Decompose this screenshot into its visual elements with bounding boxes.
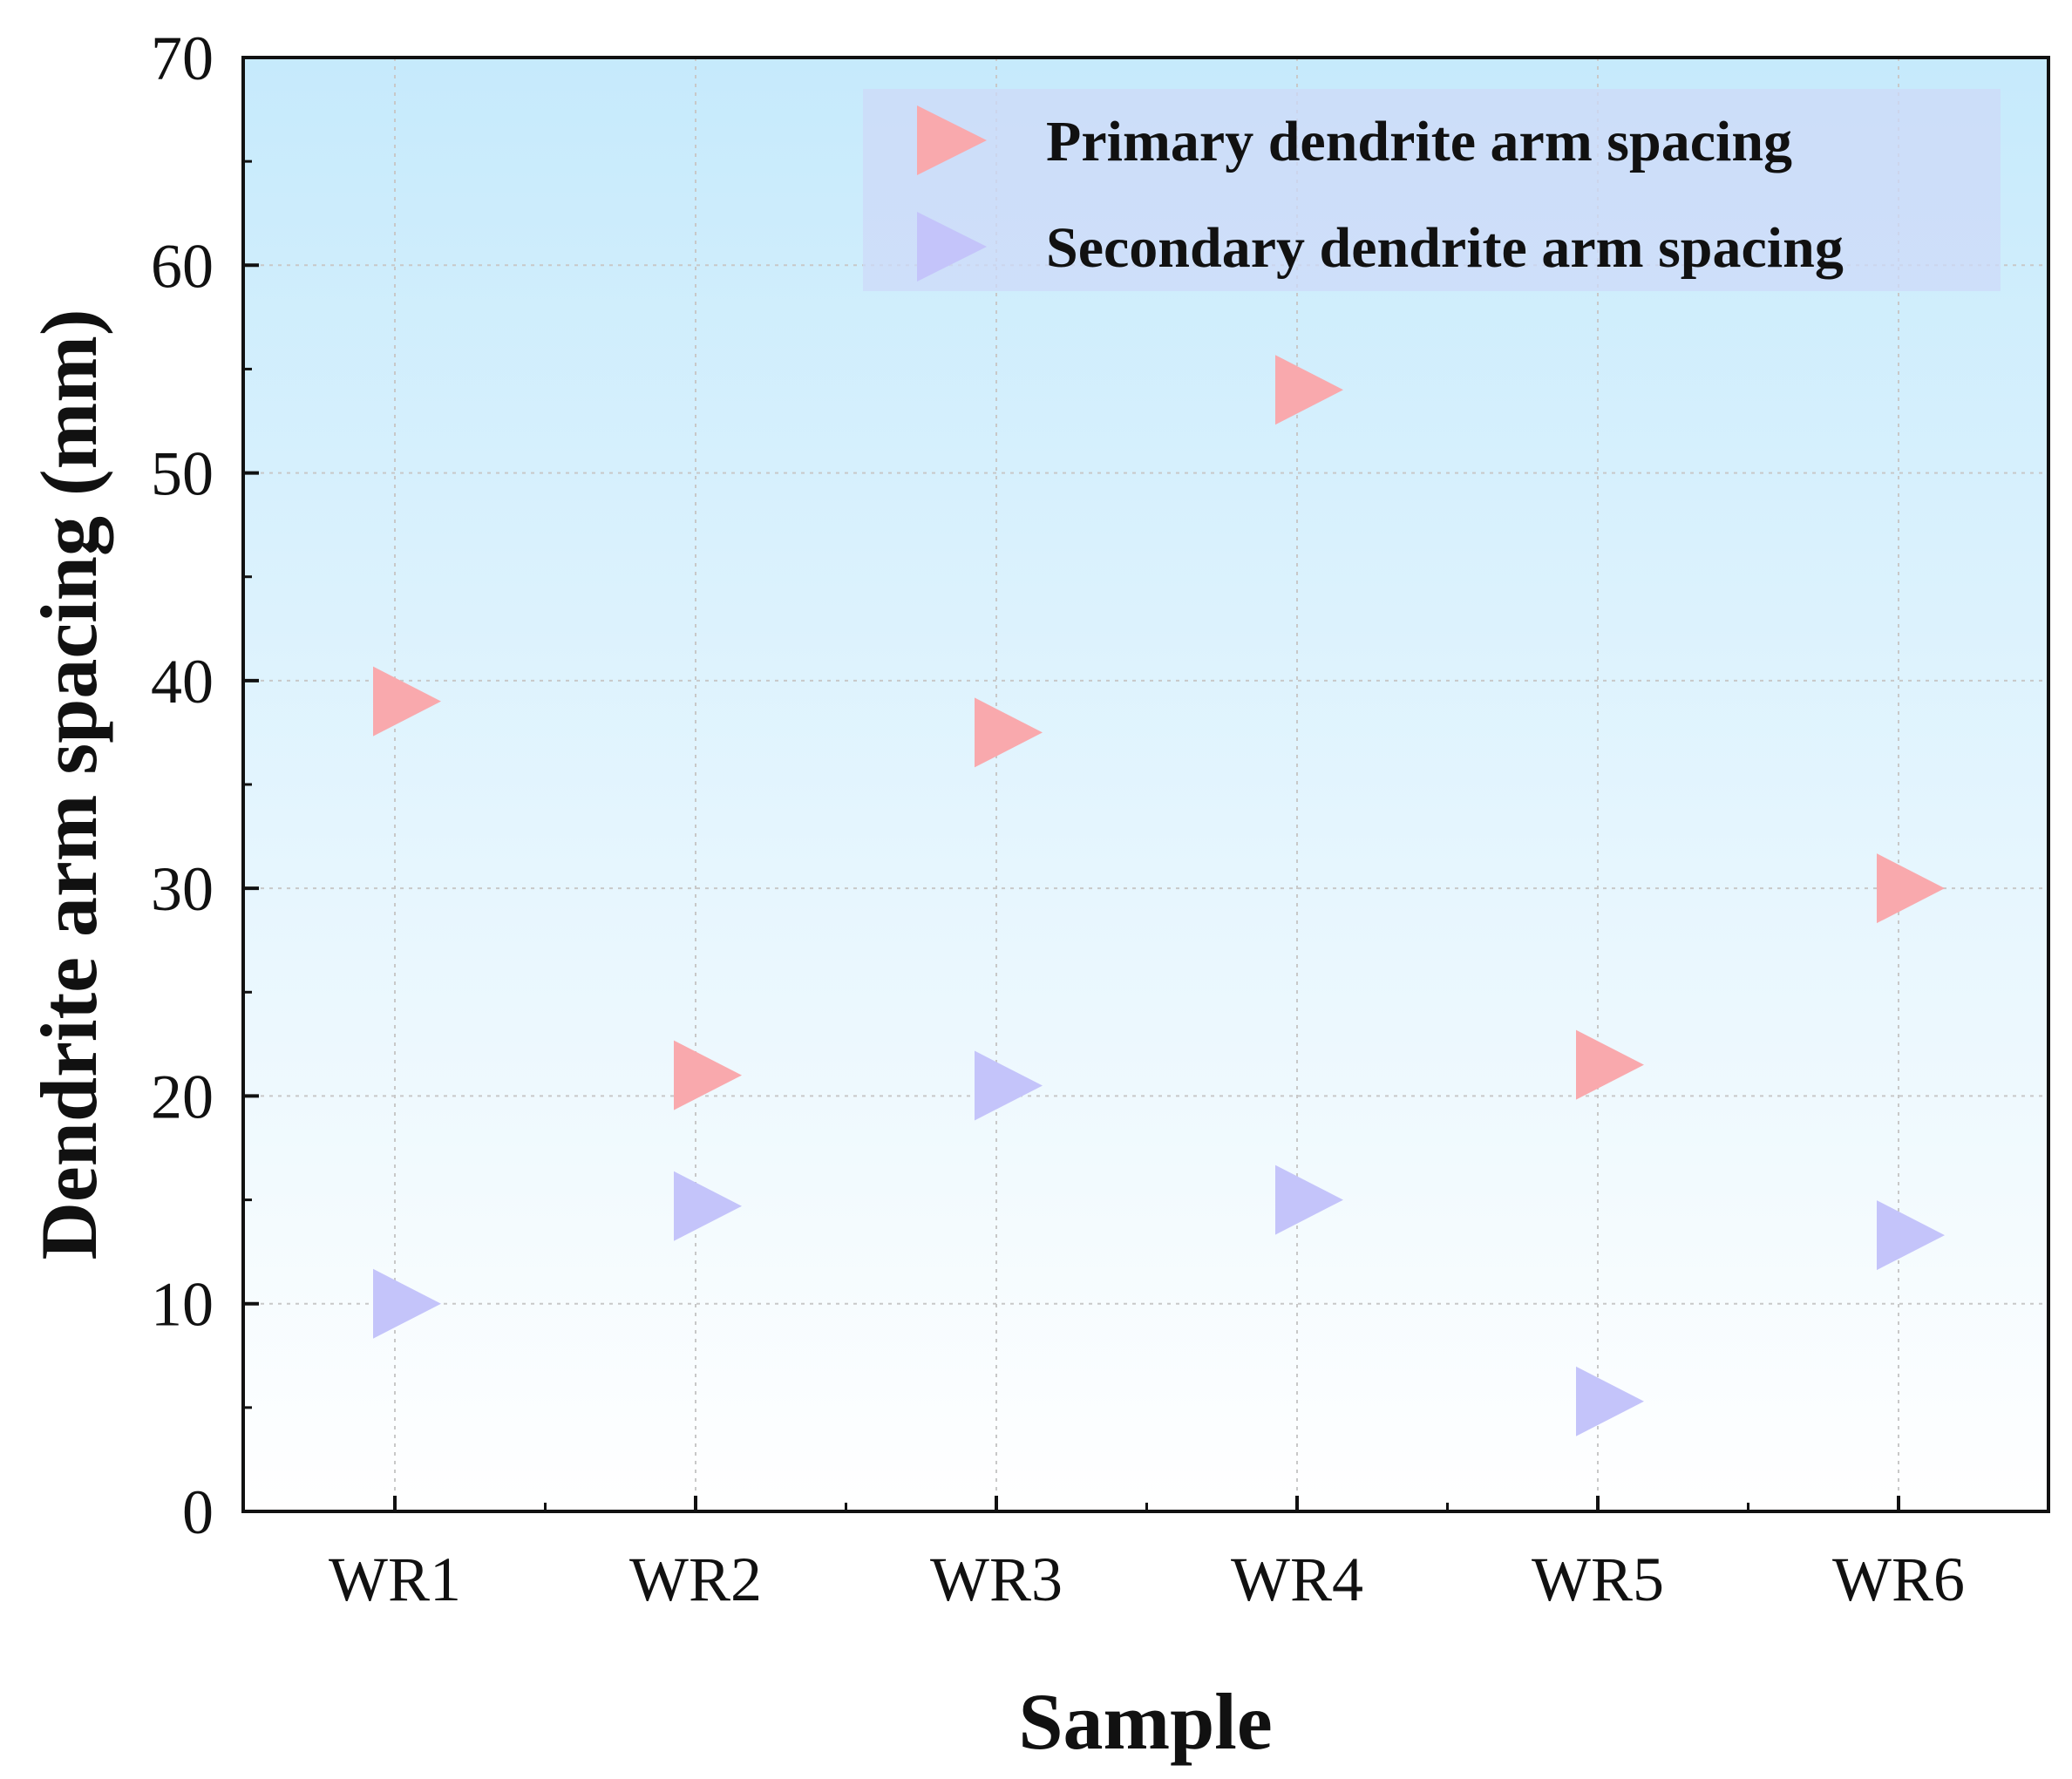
y-tick-label: 40 <box>151 647 214 716</box>
legend-label-secondary: Secondary dendrite arm spacing <box>1046 216 1844 280</box>
axis-ticks <box>243 56 1900 1513</box>
y-tick-label: 10 <box>151 1270 214 1340</box>
secondary-marker-wr3 <box>975 1050 1043 1121</box>
x-tick-label: WR1 <box>329 1545 461 1614</box>
primary-marker-wr3 <box>975 697 1043 768</box>
primary-marker-wr5 <box>1576 1029 1644 1100</box>
secondary-marker-wr2 <box>674 1171 742 1241</box>
plot-area <box>243 58 2048 1511</box>
legend-marker-primary <box>917 105 987 175</box>
primary-marker-wr1 <box>373 666 441 737</box>
y-tick-label: 50 <box>151 439 214 509</box>
secondary-marker-wr4 <box>1275 1164 1343 1235</box>
y-tick-label: 70 <box>151 24 214 93</box>
x-tick-label: WR4 <box>1231 1545 1363 1614</box>
y-tick-label: 20 <box>151 1062 214 1131</box>
x-tick-labels: WR1 WR2 WR3 WR4 WR5 WR6 <box>329 1545 1965 1614</box>
x-tick-label: WR6 <box>1832 1545 1965 1614</box>
y-tick-label: 0 <box>182 1477 214 1547</box>
grid-lines <box>243 58 2048 1511</box>
primary-marker-wr6 <box>1877 853 1945 924</box>
y-tick-labels: 0 10 20 30 40 50 60 70 <box>151 24 214 1547</box>
legend-label-primary: Primary dendrite arm spacing <box>1046 110 1792 173</box>
legend: Primary dendrite arm spacing Secondary d… <box>863 89 2001 291</box>
primary-marker-wr2 <box>674 1040 742 1110</box>
legend-box <box>863 89 2001 291</box>
data-markers <box>373 355 1945 1436</box>
y-axis-title: Dendrite arm spacing (mm) <box>24 309 113 1260</box>
x-tick-label: WR3 <box>930 1545 1063 1614</box>
x-tick-label: WR5 <box>1532 1545 1664 1614</box>
secondary-marker-wr1 <box>373 1268 441 1339</box>
secondary-marker-wr6 <box>1877 1200 1945 1271</box>
secondary-marker-wr5 <box>1576 1366 1644 1436</box>
x-tick-label: WR2 <box>629 1545 762 1614</box>
y-tick-label: 60 <box>151 231 214 301</box>
plot-frame <box>241 56 2050 1513</box>
primary-marker-wr4 <box>1275 355 1343 425</box>
legend-marker-secondary <box>917 212 987 282</box>
y-tick-label: 30 <box>151 854 214 924</box>
x-axis-title: Sample <box>1018 1677 1272 1766</box>
